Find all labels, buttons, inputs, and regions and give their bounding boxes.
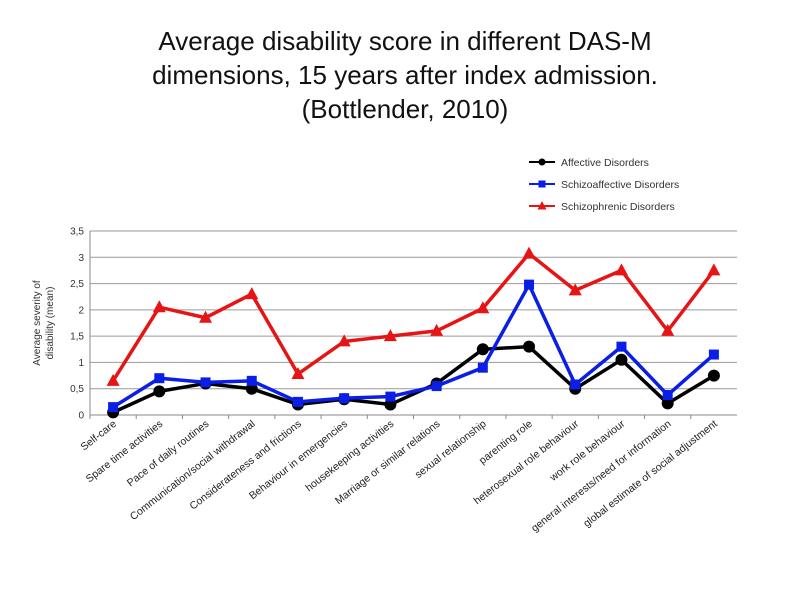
x-category-label: Spare time activities [84,418,165,485]
series-line [111,251,716,382]
legend-entry: Schizoaffective Disorders [529,179,679,191]
series-line [112,280,716,409]
data-point-triangle [245,287,259,300]
data-point-triangle [476,301,490,314]
y-axis-label-line-2: disability (mean) [45,287,56,360]
data-point-triangle [661,323,675,336]
data-point-square [616,341,627,352]
y-tick-label: 3,5 [70,227,84,238]
x-category-label: Self-care [78,418,119,453]
data-point-triangle [383,329,397,342]
data-point-square [200,377,211,388]
data-point-triangle [152,300,166,313]
data-point-triangle [568,283,582,296]
y-tick-label: 2 [78,305,84,316]
data-point-square [524,279,535,290]
legend-marker [538,180,546,188]
data-point-square [477,362,488,373]
data-point-circle [661,397,674,410]
x-category-label: work role behaviour [547,418,628,485]
y-tick-label: 0 [78,411,84,422]
y-tick-label: 0,5 [70,384,84,395]
chart-title: Average disability score in different DA… [60,24,750,126]
y-tick-label: 1 [78,358,84,369]
legend-label: Affective Disorders [561,157,649,169]
x-category-label: housekeeping activities [303,418,396,494]
data-point-triangle [337,334,351,347]
data-point-triangle [199,310,213,323]
y-tick-label: 2,5 [70,279,84,290]
data-point-circle [615,353,628,366]
data-point-square [570,379,581,390]
data-point-triangle [430,323,444,336]
data-point-square [154,373,165,384]
legend-entry: Schizophrenic Disorders [529,201,675,213]
data-point-triangle [106,373,120,386]
data-point-square [292,396,303,407]
data-point-square [385,391,396,402]
data-point-square [708,349,719,360]
chart-title-line-1: Average disability score in different DA… [158,26,652,56]
data-point-circle [153,385,166,398]
data-point-triangle [614,263,628,276]
data-point-square [431,381,442,392]
data-point-triangle [522,246,536,259]
axes [89,231,737,419]
legend-entry: Affective Disorders [529,157,649,169]
data-point-circle [523,340,536,353]
y-axis-label: Average severity of disability (mean) [32,280,56,366]
y-tick-labels: 0 0,5 1 1,5 2 2,5 3 3,5 [70,227,84,422]
data-series [106,246,721,419]
data-point-circle [476,343,489,356]
legend: Affective Disorders Schizoaffective Disor… [529,157,679,213]
y-tick-label: 1,5 [70,332,84,343]
data-point-square [662,390,673,401]
x-category-label: Pace of daily routines [125,418,212,489]
grid-lines [90,230,737,390]
data-point-triangle [707,263,721,276]
series-schizoaffective-disorders [108,279,719,413]
chart-title-line-3: (Bottlender, 2010) [301,94,509,124]
chart-title-line-2: dimensions, 15 years after index admissi… [152,60,658,90]
data-point-circle [707,369,720,382]
y-tick-label: 3 [78,253,84,264]
y-axis-label-line-1: Average severity of [32,280,43,366]
data-point-square [246,375,257,386]
legend-label: Schizophrenic Disorders [561,201,675,213]
legend-label: Schizoaffective Disorders [561,179,679,191]
data-point-square [339,393,350,404]
legend-marker [537,201,547,210]
series-line [112,344,715,414]
legend-marker [538,158,546,166]
series-schizophrenic-disorders [106,246,721,386]
data-point-square [108,402,119,413]
data-point-triangle [291,366,305,379]
